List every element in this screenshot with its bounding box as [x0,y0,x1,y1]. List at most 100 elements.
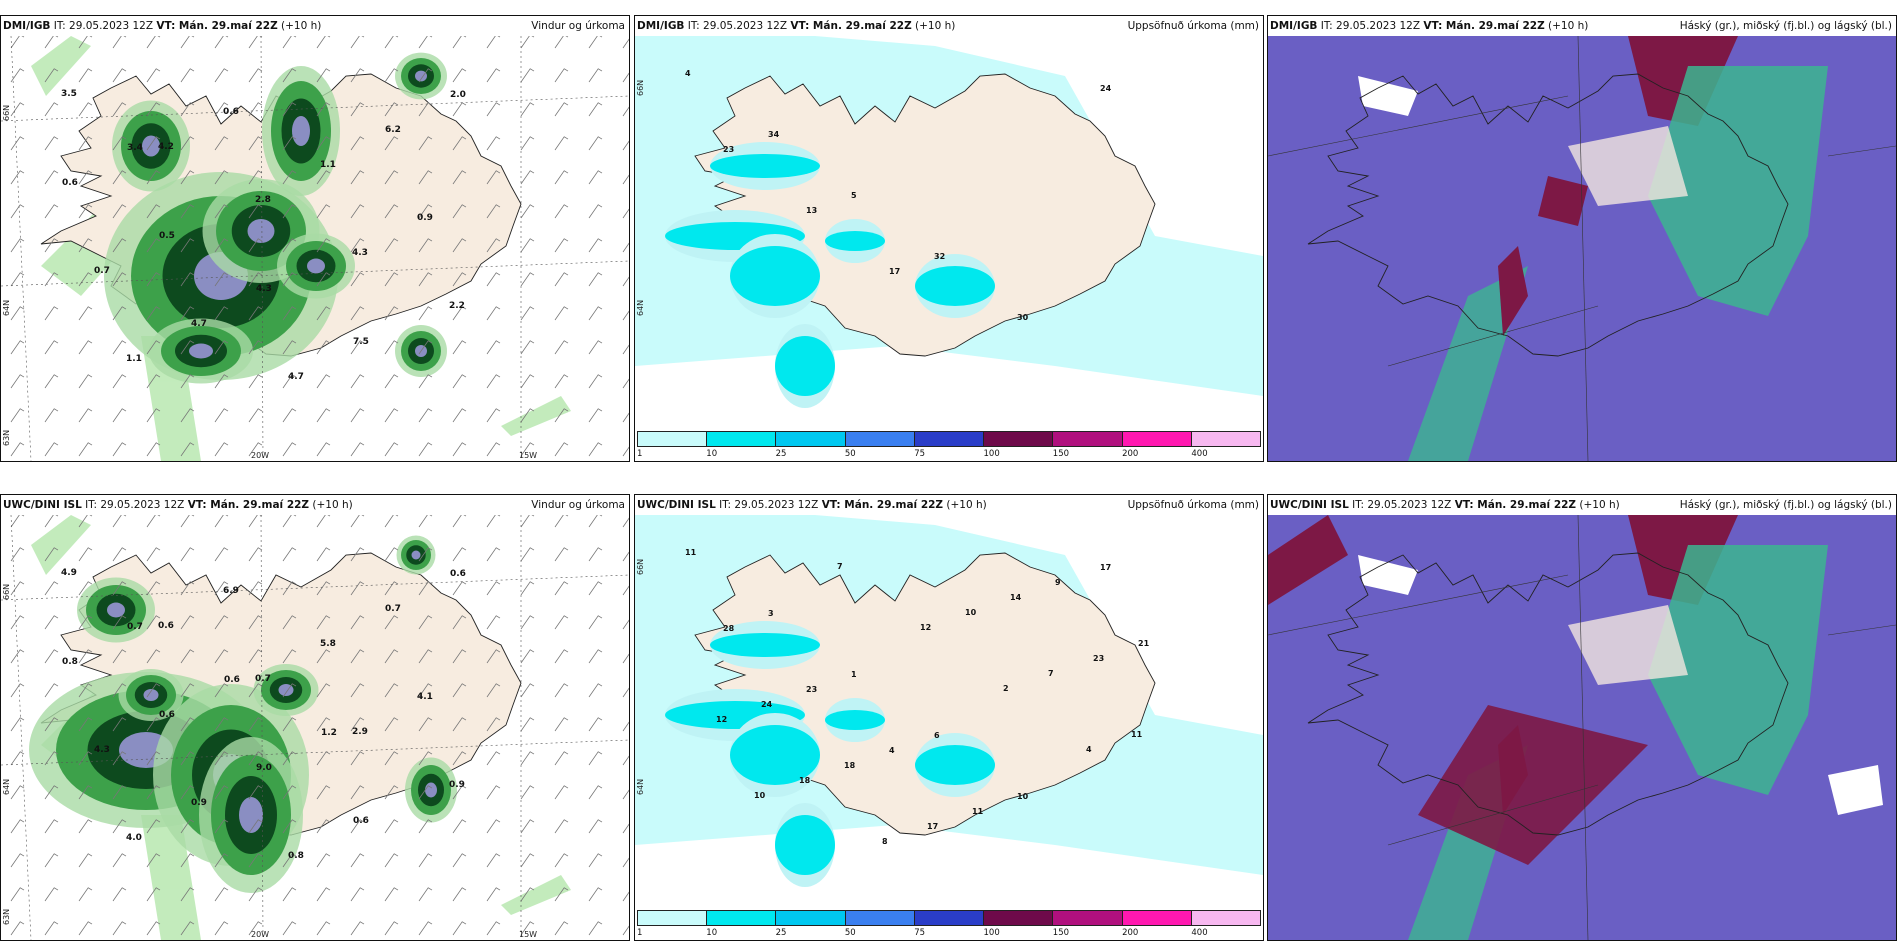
colorbar-swatch [1053,911,1123,925]
lead-time: (+10 h) [309,499,353,511]
panel-cloud-dmi: DMI/IGB IT: 29.05.2023 12Z VT: Mán. 29.m… [1267,15,1897,462]
accum-value-label: 4 [685,69,691,78]
precip-value-label: 4.0 [126,833,142,843]
precip-value-label: 2.9 [352,727,368,737]
colorbar-swatch [1122,432,1192,446]
map-svg: 4.9 0.6 0.7 2.9 0.9 4.0 6.9 5.8 4.1 4.3 0.9 0.8 0.7 0… [1,515,629,940]
init-time: IT: 29.05.2023 12Z [81,499,188,511]
map-area: 11 3 1 6 10 17 28 23 4 11 9 21 24 18 17 14 23 12 18 8 10 7 11 1… [635,515,1263,940]
precip-value-label: 0.7 [255,674,271,684]
accum-value-label: 30 [1017,313,1029,322]
panel-title: DMI/IGB IT: 29.05.2023 12Z VT: Mán. 29.m… [1270,20,1588,32]
latitude-label: 64N [636,778,645,795]
init-time: IT: 29.05.2023 12Z [1348,499,1455,511]
valid-time: Mán. 29.maí 22Z [840,499,944,511]
colorbar-label: 75 [914,928,926,938]
precip-value-label: 0.5 [159,231,175,241]
precip-value-label: 2.8 [255,195,271,205]
panel-variable: Uppsöfnuð úrkoma (mm) [1127,20,1259,32]
colorbar-label: 400 [1191,928,1208,938]
precip-value-label: 4.2 [158,142,174,152]
colorbar-label: 1 [637,928,643,938]
colorbar-swatch [1191,911,1260,925]
precip-value-label: 3.4 [127,143,143,153]
precip-value-label: 4.7 [288,372,304,382]
colorbar-label: 150 [1052,928,1070,938]
precip-value-label: 0.6 [158,621,174,631]
accum-value-label: 18 [799,776,811,785]
precip-value-label: 4.7 [191,319,207,329]
init-time: IT: 29.05.2023 12Z [684,20,791,32]
init-time: IT: 29.05.2023 12Z [715,499,822,511]
longitude-label: 15W [519,930,538,939]
longitude-label: 20W [251,930,270,939]
precip-value-label: 6.2 [385,125,401,135]
colorbar-swatch [776,911,846,925]
accum-value-label: 12 [716,715,727,724]
accum-areas [665,142,995,408]
graticule [1268,515,1896,940]
panel-variable: Háský (gr.), miðský (fj.bl.) og lágský (… [1679,499,1892,511]
accum-value-label: 34 [768,130,780,139]
valid-time: Mán. 29.maí 22Z [1473,499,1577,511]
accum-value-label: 23 [1093,654,1104,663]
colorbar-swatches [637,910,1261,926]
init-time: IT: 29.05.2023 12Z [50,20,157,32]
graticule [1,515,629,940]
accum-value-label: 17 [889,267,900,276]
valid-time: Mán. 29.maí 22Z [206,499,310,511]
colorbar-swatch [845,432,915,446]
precip-value-label: 0.6 [224,675,240,685]
lead-time: (+10 h) [277,20,322,32]
colorbar-swatch [707,911,777,925]
precip-value-label: 4.3 [94,745,110,755]
precip-value-label: 0.8 [288,851,304,861]
colorbar-label: 400 [1191,449,1208,459]
valid-time-label: VT: [1454,499,1474,511]
colorbar-swatch [914,911,985,925]
precip-value-label: 0.9 [449,780,465,790]
panel-title: UWC/DINI ISL IT: 29.05.2023 12Z VT: Mán.… [637,499,987,511]
latitude-label: 63N [2,429,11,446]
colorbar-swatch [845,911,915,925]
latitude-label: 64N [2,778,11,795]
panel-variable: Háský (gr.), miðský (fj.bl.) og lágský (… [1679,20,1892,32]
precip-value-label: 0.9 [417,213,433,223]
precip-value-label: 1.1 [126,354,142,364]
colorbar-swatch [914,432,985,446]
precip-value-label: 2.0 [450,90,466,100]
accum-value-label: 3 [768,609,774,618]
precip-value-label: 0.6 [450,569,466,579]
colorbar-label: 10 [706,928,718,938]
accum-value-label: 11 [685,548,697,557]
map-area: 3.5 4.2 2.8 4.3 2.2 1.1 0.6 1.1 0.9 0.7 4.7 4.7 6.2 0… [1,36,629,461]
panel-title: UWC/DINI ISL IT: 29.05.2023 12Z VT: Mán.… [3,499,353,511]
colorbar-swatch [638,911,708,925]
accum-value-label: 10 [754,791,766,800]
precip-value-label: 0.7 [94,266,110,276]
valid-time-label: VT: [821,499,841,511]
valid-time-label: VT: [790,20,810,32]
accum-value-label: 11 [1131,730,1143,739]
cloud-layers [1268,515,1883,940]
colorbar-swatch [1053,432,1123,446]
colorbar-label: 50 [844,928,856,938]
accum-value-label: 9 [1055,578,1061,587]
map-svg [1268,36,1896,461]
precip-value-label: 9.0 [256,763,272,773]
panel-accum-uwc: UWC/DINI ISL IT: 29.05.2023 12Z VT: Mán.… [634,494,1264,941]
precip-value-label: 5.8 [320,639,336,649]
colorbar-label: 200 [1122,449,1139,459]
accum-value-label: 11 [972,807,984,816]
iceland-outline [1307,73,1789,357]
colorbar-label: 100 [983,928,1000,938]
accum-value-label: 14 [1010,593,1022,602]
colorbar-label: 25 [775,449,787,459]
precip-areas [29,535,457,893]
precip-value-label: 1.1 [320,160,336,170]
accum-value-label: 23 [806,685,817,694]
colorbar-swatch [707,432,777,446]
accum-value-label: 17 [1100,563,1111,572]
precip-value-label: 0.6 [159,710,175,720]
accum-value-label: 12 [920,623,931,632]
